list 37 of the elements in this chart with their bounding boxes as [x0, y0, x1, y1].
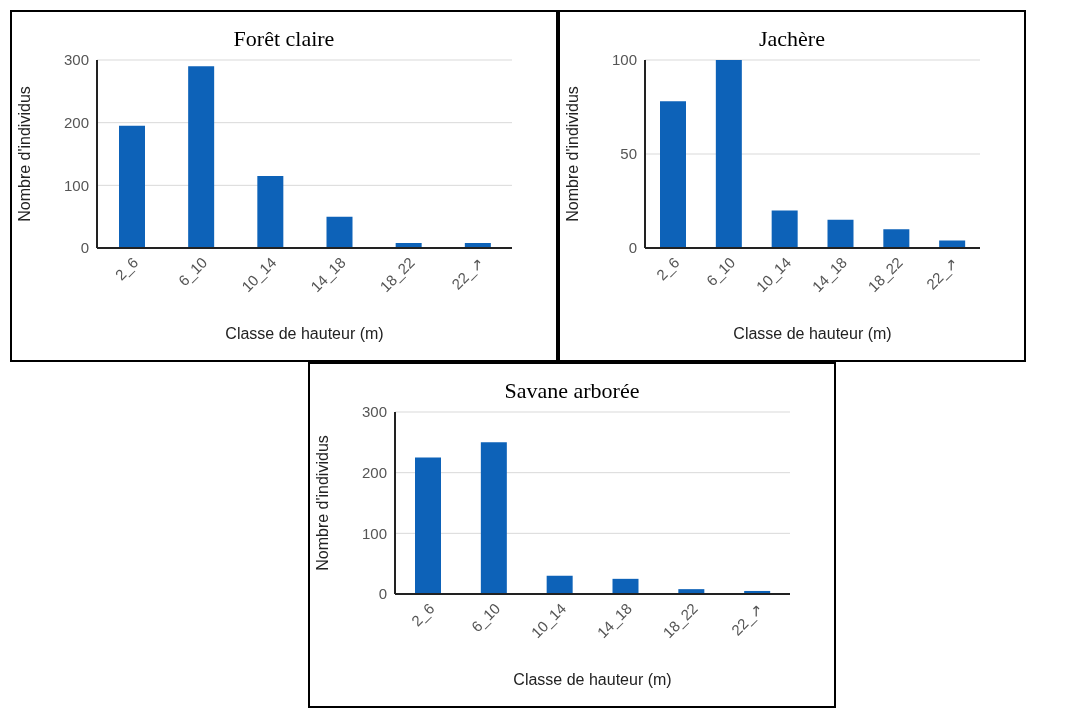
bar — [546, 575, 573, 594]
bar — [326, 216, 353, 248]
y-tick-label: 50 — [620, 145, 637, 163]
bar — [827, 219, 854, 248]
bar — [119, 125, 145, 248]
y-tick-label: 300 — [63, 51, 89, 69]
bar — [188, 66, 215, 248]
chart-title: Jachère — [758, 26, 826, 52]
x-axis-title: Classe de hauteur (m) — [225, 325, 384, 342]
y-tick-label: 200 — [63, 113, 89, 131]
chart-title: Savane arborée — [503, 378, 641, 404]
y-axis-title: Nombre d'individus — [313, 435, 331, 571]
bar — [257, 175, 284, 248]
y-axis-title: Nombre d'individus — [563, 86, 581, 222]
bar — [480, 442, 507, 594]
y-tick-label: 100 — [361, 524, 387, 542]
x-tick-label: 2_6 — [111, 253, 142, 284]
bar — [660, 101, 686, 248]
bar — [771, 210, 798, 248]
bar — [415, 457, 441, 594]
y-tick-label: 0 — [80, 239, 89, 257]
y-tick-label: 0 — [378, 585, 387, 603]
y-tick-label: 100 — [611, 51, 637, 69]
x-tick-label: 2_6 — [652, 253, 683, 284]
x-tick-label: 2_6 — [407, 599, 438, 630]
y-tick-label: 0 — [628, 239, 637, 257]
x-axis-title: Classe de hauteur (m) — [733, 325, 892, 342]
bar — [612, 578, 639, 594]
chart-title: Forêt claire — [232, 26, 336, 52]
y-tick-label: 100 — [63, 176, 89, 194]
y-tick-label: 300 — [361, 403, 387, 421]
bar — [883, 229, 910, 248]
bar — [939, 240, 966, 248]
y-tick-label: 200 — [361, 463, 387, 481]
bar — [715, 60, 742, 248]
y-axis-title: Nombre d'individus — [15, 86, 33, 222]
x-axis-title: Classe de hauteur (m) — [513, 671, 672, 688]
